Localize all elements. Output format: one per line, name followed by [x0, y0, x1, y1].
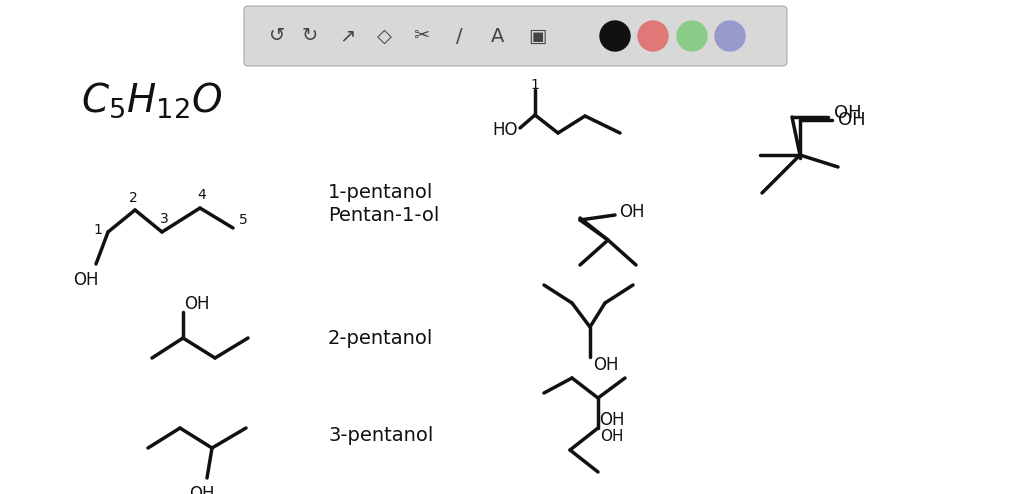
- Text: $\mathit{C_5H_{12}O}$: $\mathit{C_5H_{12}O}$: [81, 80, 223, 120]
- Text: 1: 1: [93, 223, 102, 237]
- Text: 3: 3: [160, 212, 168, 226]
- Circle shape: [677, 21, 707, 51]
- Text: OH: OH: [839, 111, 866, 129]
- Text: OH: OH: [599, 411, 625, 429]
- Text: 1-pentanol: 1-pentanol: [328, 182, 433, 202]
- Text: A: A: [492, 27, 505, 45]
- Text: OH: OH: [620, 203, 645, 221]
- Text: Pentan-1-ol: Pentan-1-ol: [328, 206, 439, 224]
- Text: ◇: ◇: [377, 27, 391, 45]
- Circle shape: [715, 21, 745, 51]
- Text: OH: OH: [600, 428, 624, 444]
- Circle shape: [600, 21, 630, 51]
- Text: 2: 2: [129, 191, 137, 205]
- Text: OH: OH: [593, 356, 618, 374]
- FancyBboxPatch shape: [244, 6, 787, 66]
- Text: OH: OH: [835, 104, 862, 122]
- Text: HO: HO: [493, 121, 518, 139]
- Text: /: /: [456, 27, 462, 45]
- Text: 5: 5: [239, 213, 248, 227]
- Text: 1: 1: [530, 78, 540, 92]
- Text: OH: OH: [189, 485, 215, 494]
- Text: 4: 4: [198, 188, 207, 202]
- Text: 2-pentanol: 2-pentanol: [328, 329, 433, 347]
- Text: 3-pentanol: 3-pentanol: [328, 425, 433, 445]
- Text: ✂: ✂: [413, 27, 429, 45]
- Circle shape: [638, 21, 668, 51]
- Text: ▣: ▣: [527, 27, 546, 45]
- Text: OH: OH: [74, 271, 98, 289]
- Text: ↻: ↻: [302, 27, 318, 45]
- Text: ↗: ↗: [339, 27, 355, 45]
- Text: ↺: ↺: [269, 27, 286, 45]
- Text: OH: OH: [184, 295, 210, 313]
